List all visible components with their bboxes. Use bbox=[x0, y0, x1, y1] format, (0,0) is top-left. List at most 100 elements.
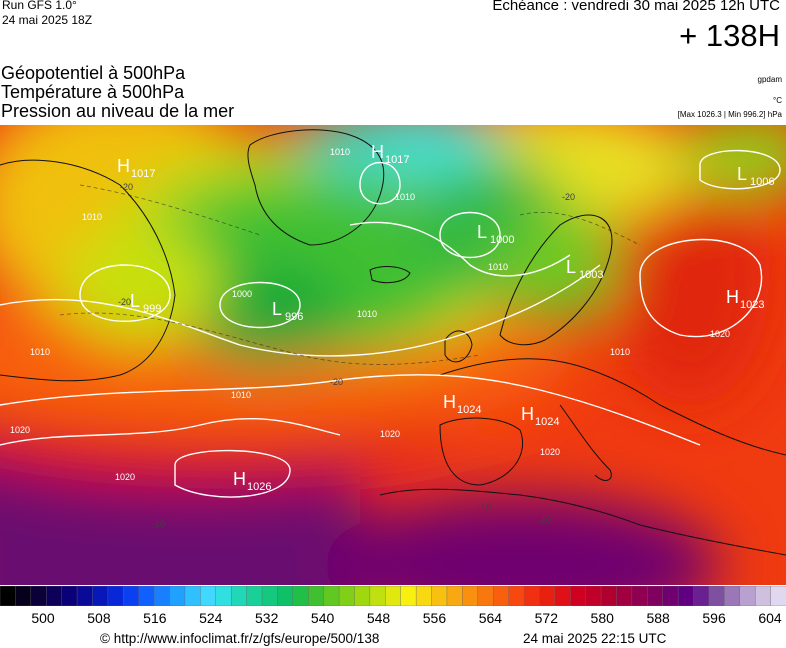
colorbar-swatch bbox=[647, 586, 664, 606]
colorbar-swatch bbox=[616, 586, 633, 606]
run-date: 24 mai 2025 18Z bbox=[2, 13, 93, 27]
isotherm-label: -20 bbox=[330, 377, 343, 387]
colorbar-swatch bbox=[277, 586, 294, 606]
colorbar-tick-label: 564 bbox=[478, 610, 503, 626]
forecast-hour: + 138H bbox=[679, 18, 780, 53]
colorbar-swatch bbox=[30, 586, 47, 606]
isotherm-label: -10 bbox=[152, 519, 165, 529]
svg-text:1026: 1026 bbox=[247, 481, 271, 493]
svg-text:996: 996 bbox=[285, 311, 303, 323]
colorbar-swatch bbox=[338, 586, 356, 606]
pressure-center-low-2: L 1000 bbox=[477, 222, 514, 246]
colorbar-swatch bbox=[739, 586, 756, 606]
colorbar-swatch bbox=[15, 586, 32, 606]
isobar-label: 1020 bbox=[540, 447, 560, 457]
colorbar-swatch bbox=[230, 586, 248, 606]
isotherm-label: -20 bbox=[562, 192, 575, 202]
isobar-label: 1020 bbox=[710, 329, 730, 339]
colorbar-swatch bbox=[523, 586, 541, 606]
pressure-center-high-4: H 1024 bbox=[443, 392, 481, 416]
colorbar-swatch bbox=[600, 586, 618, 606]
run-title: Run GFS 1.0° bbox=[2, 0, 77, 12]
svg-text:H: H bbox=[521, 404, 534, 424]
isotherm-label: -20 bbox=[120, 182, 133, 192]
isobar-label: 1010 bbox=[488, 262, 508, 272]
colorbar-tick-label: 508 bbox=[87, 610, 111, 626]
svg-text:1017: 1017 bbox=[385, 154, 409, 166]
colorbar-tick-label: 532 bbox=[255, 610, 279, 626]
north-america-coast bbox=[0, 159, 176, 382]
colorbar-swatch bbox=[184, 586, 202, 606]
svg-text:999: 999 bbox=[143, 303, 161, 315]
svg-text:1024: 1024 bbox=[535, 416, 559, 428]
colorbar-swatch bbox=[677, 586, 695, 606]
layer-temperature-label: Température à 500hPa bbox=[1, 82, 185, 102]
svg-text:L: L bbox=[272, 299, 282, 319]
isobar-labels: 1010 1010 1000 1010 1010 1010 1020 1020 … bbox=[10, 147, 730, 482]
svg-text:L: L bbox=[477, 222, 487, 242]
colorbar-swatch bbox=[385, 586, 402, 606]
svg-text:1024: 1024 bbox=[457, 404, 481, 416]
scandinavia-coast bbox=[499, 214, 613, 346]
colorbar-swatch bbox=[215, 586, 232, 606]
weather-map: H 1017 H 1017 L 1006 L 1000 L 1003 H 102… bbox=[0, 125, 786, 585]
colorbar-swatch bbox=[770, 586, 786, 606]
colorbar-swatch bbox=[46, 586, 63, 606]
svg-text:1023: 1023 bbox=[740, 299, 764, 311]
isotherm-label: -10 bbox=[478, 502, 491, 512]
colorbar-swatch bbox=[554, 586, 571, 606]
colorbar-swatch bbox=[323, 586, 340, 606]
colorbar-swatch bbox=[754, 586, 772, 606]
colorbar-swatch bbox=[369, 586, 386, 606]
coastlines bbox=[0, 129, 786, 556]
pressure-center-high-5: H 1024 bbox=[521, 404, 559, 428]
svg-text:L: L bbox=[130, 291, 140, 311]
isobar-label: 1010 bbox=[82, 212, 102, 222]
pressure-center-low-1: L 1006 bbox=[737, 164, 774, 188]
pressure-center-high-6: H 1026 bbox=[233, 469, 271, 493]
pressure-range: [Max 1026.3 | Min 996.2] hPa bbox=[677, 110, 782, 119]
iberia-coast bbox=[439, 417, 524, 486]
isobars bbox=[0, 149, 781, 498]
isotherm-labels: -20 -20 -20 -20 -10 -10 -10 bbox=[118, 182, 575, 529]
credit-url: © http://www.infoclimat.fr/z/gfs/europe/… bbox=[100, 631, 380, 646]
colorbar-swatch bbox=[631, 586, 648, 606]
svg-text:H: H bbox=[233, 469, 246, 489]
colorbar-swatch bbox=[539, 586, 556, 606]
pressure-center-low-5: L 996 bbox=[272, 299, 303, 323]
svg-text:H: H bbox=[371, 142, 384, 162]
isobar-label: 1010 bbox=[610, 347, 630, 357]
colorbar-swatch bbox=[446, 586, 464, 606]
colorbar bbox=[0, 586, 786, 606]
colorbar-swatch bbox=[292, 586, 309, 606]
colorbar-swatch bbox=[76, 586, 94, 606]
pressure-center-low-4: L 999 bbox=[130, 291, 161, 315]
europe-coast bbox=[439, 358, 786, 456]
unit-geopotential: gpdam bbox=[757, 75, 782, 84]
colorbar-swatch bbox=[462, 586, 479, 606]
colorbar-swatch bbox=[492, 586, 510, 606]
isotherm-label: -20 bbox=[118, 297, 131, 307]
svg-text:H: H bbox=[726, 287, 739, 307]
layer-geopotential-label: Géopotentiel à 500hPa bbox=[1, 63, 186, 83]
svg-text:1003: 1003 bbox=[579, 269, 603, 281]
colorbar-tick-label: 516 bbox=[143, 610, 167, 626]
isobar-label: 1020 bbox=[10, 425, 30, 435]
colorbar-tick-label: 572 bbox=[534, 610, 558, 626]
generation-time: 24 mai 2025 22:15 UTC bbox=[523, 631, 667, 646]
colorbar-swatch bbox=[261, 586, 279, 606]
colorbar-swatch bbox=[138, 586, 155, 606]
colorbar-swatch bbox=[724, 586, 741, 606]
isobar-label: 1010 bbox=[330, 147, 350, 157]
svg-text:H: H bbox=[117, 156, 130, 176]
isotherms bbox=[59, 184, 641, 365]
colorbar-swatch bbox=[570, 586, 587, 606]
colorbar-swatch bbox=[662, 586, 679, 606]
colorbar-tick-label: 588 bbox=[646, 610, 670, 626]
svg-text:1000: 1000 bbox=[490, 234, 514, 246]
svg-text:H: H bbox=[443, 392, 456, 412]
colorbar-swatch bbox=[431, 586, 448, 606]
colorbar-swatch bbox=[107, 586, 124, 606]
svg-text:L: L bbox=[737, 164, 747, 184]
pressure-centers: H 1017 H 1017 L 1006 L 1000 L 1003 H 102… bbox=[117, 142, 774, 493]
